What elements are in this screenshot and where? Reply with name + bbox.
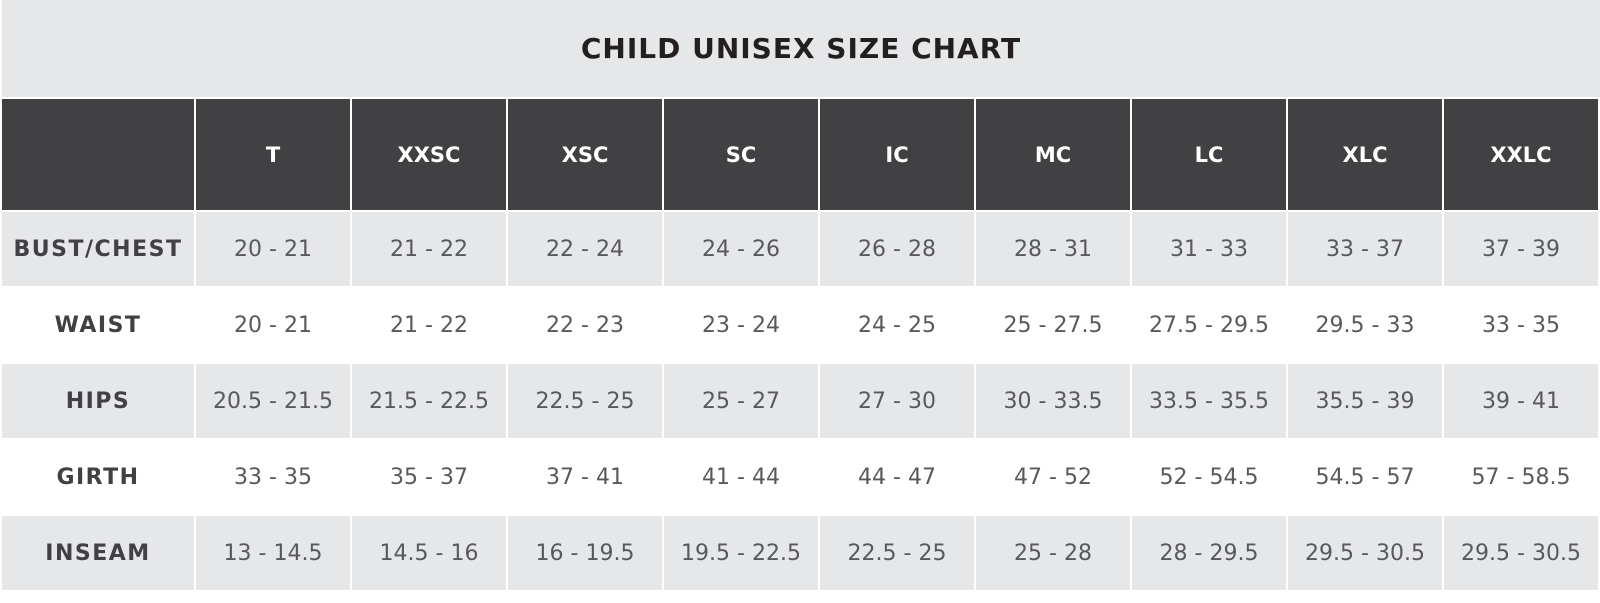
cell: 57 - 58.5 [1442,438,1600,516]
cell: 27 - 30 [818,362,976,440]
column-header: XXSC [350,97,508,212]
size-table: T XXSC XSC SC IC MC LC XLC XXLC BUST/CHEST 20 - 2… [0,97,1600,592]
column-header: XXLC [1442,97,1600,212]
cell: 47 - 52 [974,438,1132,516]
cell: 27.5 - 29.5 [1130,286,1288,364]
cell: 33.5 - 35.5 [1130,362,1288,440]
column-header: LC [1130,97,1288,212]
cell: 28 - 31 [974,210,1132,288]
cell: 22.5 - 25 [818,514,976,592]
cell: 21.5 - 22.5 [350,362,508,440]
cell: 29.5 - 30.5 [1286,514,1444,592]
cell: 25 - 27 [662,362,820,440]
row: HIPS 20.5 - 21.5 21.5 - 22.5 22.5 - 25 25 - … [0,362,1600,440]
cell: 24 - 25 [818,286,976,364]
column-header: MC [974,97,1132,212]
cell: 28 - 29.5 [1130,514,1288,592]
cell: 19.5 - 22.5 [662,514,820,592]
row-label: GIRTH [0,438,196,516]
row: GIRTH 33 - 35 35 - 37 37 - 41 41 - 44 44 - 47… [0,438,1600,516]
cell: 25 - 27.5 [974,286,1132,364]
cell: 37 - 41 [506,438,664,516]
cell: 41 - 44 [662,438,820,516]
cell: 35 - 37 [350,438,508,516]
column-header: IC [818,97,976,212]
cell: 33 - 35 [194,438,352,516]
cell: 30 - 33.5 [974,362,1132,440]
cell: 35.5 - 39 [1286,362,1444,440]
row: INSEAM 13 - 14.5 14.5 - 16 16 - 19.5 19.5 - … [0,514,1600,592]
row-label: HIPS [0,362,196,440]
row: WAIST 20 - 21 21 - 22 22 - 23 23 - 24 24 - 25… [0,286,1600,364]
cell: 22.5 - 25 [506,362,664,440]
cell: 33 - 35 [1442,286,1600,364]
title: CHILD UNISEX SIZE CHART [580,32,1022,65]
column-header: XLC [1286,97,1444,212]
cell: 20.5 - 21.5 [194,362,352,440]
cell: 23 - 24 [662,286,820,364]
cell: 21 - 22 [350,210,508,288]
cell: 25 - 28 [974,514,1132,592]
cell: 33 - 37 [1286,210,1444,288]
cell: 22 - 23 [506,286,664,364]
cell: 20 - 21 [194,210,352,288]
row: BUST/CHEST 20 - 21 21 - 22 22 - 24 24 - 26 26… [0,210,1600,288]
column-header: SC [662,97,820,212]
cell: 54.5 - 57 [1286,438,1444,516]
cell: 22 - 24 [506,210,664,288]
cell: 13 - 14.5 [194,514,352,592]
cell: 37 - 39 [1442,210,1600,288]
row-label: BUST/CHEST [0,210,196,288]
cell: 52 - 54.5 [1130,438,1288,516]
cell: 14.5 - 16 [350,514,508,592]
column-header: XSC [506,97,664,212]
cell: 26 - 28 [818,210,976,288]
cell: 20 - 21 [194,286,352,364]
header-row: T XXSC XSC SC IC MC LC XLC XXLC [0,97,1600,212]
corner-cell [0,97,196,212]
cell: 39 - 41 [1442,362,1600,440]
title-band: CHILD UNISEX SIZE CHART [0,0,1600,97]
cell: 44 - 47 [818,438,976,516]
column-header: T [194,97,352,212]
cell: 21 - 22 [350,286,508,364]
cell: 24 - 26 [662,210,820,288]
cell: 16 - 19.5 [506,514,664,592]
cell: 29.5 - 33 [1286,286,1444,364]
cell: 29.5 - 30.5 [1442,514,1600,592]
row-label: WAIST [0,286,196,364]
row-label: INSEAM [0,514,196,592]
cell: 31 - 33 [1130,210,1288,288]
